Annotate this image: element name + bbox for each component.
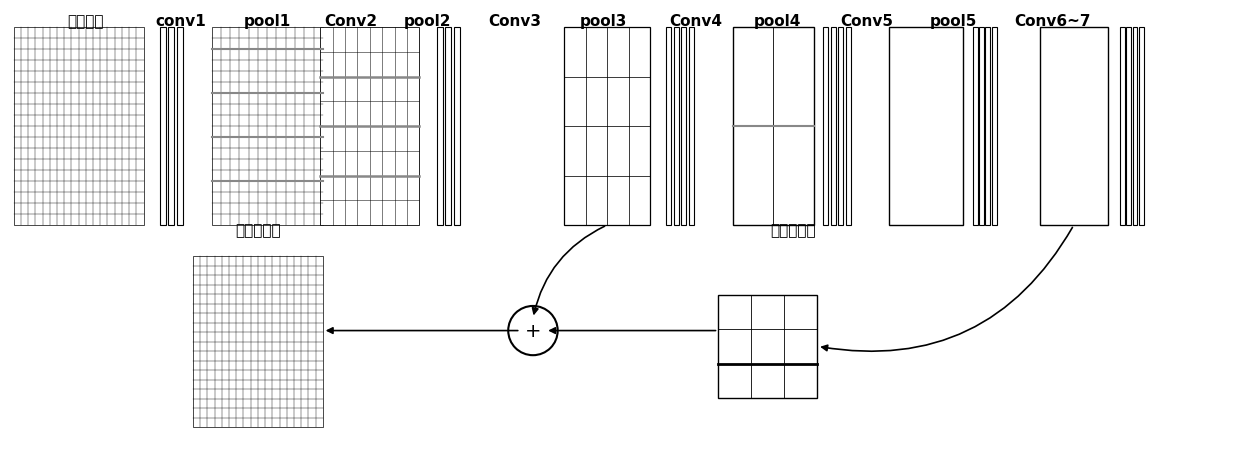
Bar: [1120, 28, 1125, 226]
Bar: [681, 28, 686, 226]
Bar: [831, 28, 836, 226]
Text: +: +: [524, 322, 541, 341]
Bar: [1132, 28, 1137, 226]
Bar: [991, 28, 996, 226]
Bar: [719, 295, 818, 398]
Text: Conv2: Conv2: [325, 14, 378, 29]
Bar: [564, 28, 650, 226]
Text: pool5: pool5: [929, 14, 978, 29]
Text: Conv4: Conv4: [669, 14, 722, 29]
Bar: [1040, 28, 1108, 226]
Bar: [453, 28, 460, 226]
Bar: [689, 28, 694, 226]
Text: 输入图像: 输入图像: [67, 14, 104, 29]
Bar: [733, 28, 814, 226]
Text: pool3: pool3: [580, 14, 627, 29]
Text: pool1: pool1: [244, 14, 291, 29]
Bar: [321, 28, 419, 226]
Text: pool4: pool4: [755, 14, 802, 29]
Bar: [846, 28, 851, 226]
Text: 四倍上采样: 四倍上采样: [769, 222, 815, 238]
Text: pool2: pool2: [404, 14, 452, 29]
Text: Conv5: Conv5: [840, 14, 893, 29]
Bar: [979, 28, 984, 226]
Bar: [212, 28, 323, 226]
Bar: [667, 28, 672, 226]
Bar: [985, 28, 990, 226]
Bar: [160, 28, 166, 226]
Bar: [436, 28, 442, 226]
Bar: [1126, 28, 1131, 226]
Text: 八倍上采样: 八倍上采样: [235, 222, 281, 238]
Bar: [890, 28, 963, 226]
Bar: [1139, 28, 1144, 226]
Text: conv1: conv1: [155, 14, 206, 29]
Bar: [177, 28, 183, 226]
Bar: [445, 28, 451, 226]
Bar: [674, 28, 679, 226]
Bar: [824, 28, 829, 226]
Bar: [169, 28, 175, 226]
Text: Conv6~7: Conv6~7: [1014, 14, 1090, 29]
Bar: [973, 28, 978, 226]
Text: Conv3: Conv3: [488, 14, 541, 29]
Bar: [14, 28, 144, 226]
Bar: [193, 257, 323, 427]
Bar: [839, 28, 844, 226]
